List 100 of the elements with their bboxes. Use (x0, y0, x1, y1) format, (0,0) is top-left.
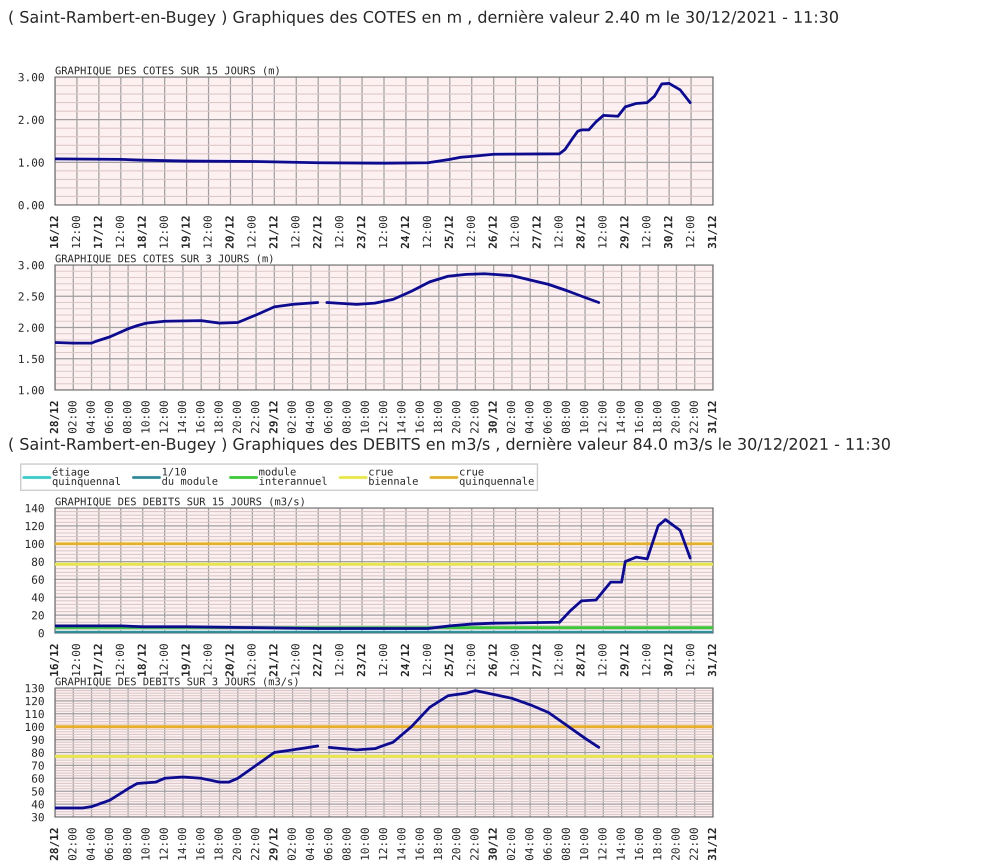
x-tick-label: 21/12 (269, 216, 278, 248)
legend-label: 1/10 du module (162, 468, 218, 485)
x-tick-label: 18:00 (434, 401, 442, 433)
x-tick-label: 16:00 (634, 828, 644, 860)
x-tick-label: 31/12 (708, 401, 718, 434)
x-tick-label: 12:00 (203, 644, 212, 676)
x-tick-label: 12:00 (203, 216, 212, 248)
x-tick-label: 10:00 (580, 828, 588, 860)
x-tick-label: 19/12 (181, 644, 191, 676)
x-tick-label: 21/12 (269, 644, 278, 676)
x-tick-label: 12:00 (291, 644, 300, 676)
y-tick-label: 1.00 (19, 158, 44, 167)
x-tick-label: 06:00 (104, 828, 114, 860)
text: ( Saint-Rambert-en-Bugey ) Graphiques des COTES en m , dernière valeur 2.40 m le 30/12/2021 - 11:30 (9, 10, 838, 26)
x-tick-label: 20:00 (671, 828, 680, 860)
x-tick-label: 06:00 (543, 401, 552, 434)
legend-label: étiage quinquennal (52, 467, 120, 488)
x-tick-label: 29/12 (269, 828, 278, 860)
chart-title: GRAPHIQUE DES COTES SUR 3 JOURS (m) (56, 254, 272, 264)
x-tick-label: 12:00 (116, 216, 124, 248)
x-tick-label: 12:00 (378, 828, 388, 860)
x-tick-label: 16:00 (196, 401, 204, 433)
x-tick-label: 10:00 (360, 828, 369, 860)
x-tick-label: 14:00 (397, 828, 406, 860)
x-tick-label: 20/12 (225, 216, 235, 248)
x-tick-label: 25/12 (444, 216, 454, 248)
x-tick-label: 04:00 (306, 828, 314, 860)
x-tick-label: 31/12 (708, 644, 718, 676)
x-tick-label: 24/12 (400, 644, 410, 676)
x-tick-label: 18/12 (138, 216, 147, 248)
x-tick-label: 12:00 (72, 644, 80, 676)
x-tick-label: 12:00 (334, 216, 344, 248)
x-tick-label: 30/12 (664, 644, 674, 676)
x-tick-label: 16:00 (415, 828, 424, 860)
x-tick-label: 18:00 (214, 401, 223, 433)
y-tick-label: 100 (26, 722, 44, 732)
x-tick-label: 20:00 (232, 828, 242, 860)
x-tick-label: 22/12 (313, 216, 322, 248)
x-tick-label: 28/12 (576, 644, 586, 676)
x-tick-label: 04:00 (86, 828, 95, 860)
x-tick-label: 12:00 (554, 644, 563, 676)
x-tick-label: 12:00 (247, 644, 256, 676)
y-tick-label: 0.00 (18, 201, 44, 210)
y-tick-label: 80 (32, 748, 44, 757)
x-tick-label: 12:00 (598, 401, 607, 433)
x-tick-label: 20:00 (452, 401, 460, 434)
x-tick-label: 10:00 (580, 401, 588, 433)
x-tick-label: 12:00 (334, 644, 344, 676)
x-tick-label: 17/12 (94, 216, 103, 248)
x-tick-label: 10:00 (141, 828, 150, 860)
chart-title: GRAPHIQUE DES DEBITS SUR 15 JOURS (m3/s) (56, 497, 304, 507)
x-tick-label: 22:00 (470, 401, 479, 434)
y-tick-label: 130 (26, 684, 44, 692)
x-tick-label: 22/12 (313, 644, 322, 676)
x-tick-label: 18:00 (214, 828, 223, 860)
y-tick-label: 2.00 (18, 324, 44, 332)
x-tick-label: 12:00 (510, 644, 519, 676)
x-tick-label: 12:00 (160, 644, 168, 676)
y-tick-label: 30 (32, 813, 44, 822)
text: ( Saint-Rambert-en-Bugey ) Graphiques des DEBITS en m3/s , dernière valeur 84.0 m3/s le 30/12/2021 - 11:30 (9, 436, 890, 454)
x-tick-label: 23/12 (356, 644, 366, 676)
x-tick-label: 27/12 (532, 644, 542, 676)
y-tick-label: 140 (26, 504, 44, 512)
x-tick-label: 14:00 (178, 401, 186, 433)
x-tick-label: 10:00 (360, 401, 369, 433)
x-tick-label: 12:00 (598, 828, 607, 860)
x-tick-label: 30/12 (488, 828, 498, 860)
x-tick-label: 12:00 (598, 644, 607, 676)
x-tick-label: 27/12 (532, 216, 542, 248)
legend-label: module interannuel (259, 467, 327, 485)
x-tick-label: 12:00 (554, 216, 563, 248)
x-tick-label: 31/12 (708, 828, 718, 860)
x-tick-label: 29/12 (269, 401, 278, 434)
x-tick-label: 04:00 (306, 401, 314, 434)
y-tick-label: 50 (32, 787, 44, 796)
x-tick-label: 30/12 (488, 401, 498, 434)
x-tick-label: 18/12 (138, 644, 147, 676)
x-tick-label: 12:00 (116, 644, 124, 676)
x-tick-label: 12:00 (160, 401, 168, 433)
x-tick-label: 12:00 (642, 644, 650, 676)
legend-label: crue biennale (369, 470, 418, 485)
y-tick-label: 110 (26, 710, 44, 718)
x-tick-label: 12:00 (598, 216, 607, 248)
x-tick-label: 22:00 (690, 401, 698, 434)
x-tick-label: 12:00 (642, 216, 650, 248)
x-tick-label: 02:00 (287, 828, 296, 860)
x-tick-label: 14:00 (616, 828, 625, 860)
y-tick-label: 60 (32, 774, 44, 783)
y-tick-label: 120 (26, 696, 44, 706)
x-tick-label: 10:00 (141, 401, 150, 433)
x-tick-label: 18:00 (434, 828, 442, 860)
x-tick-label: 12:00 (422, 216, 432, 248)
x-tick-label: 12:00 (422, 644, 432, 676)
x-tick-label: 02:00 (287, 401, 296, 434)
x-tick-label: 12:00 (378, 644, 388, 676)
legend-label: crue quinquennale (460, 470, 534, 487)
x-tick-label: 06:00 (104, 401, 114, 434)
x-tick-label: 08:00 (122, 401, 132, 434)
x-tick-label: 02:00 (68, 401, 77, 434)
x-tick-label: 12:00 (160, 828, 168, 860)
